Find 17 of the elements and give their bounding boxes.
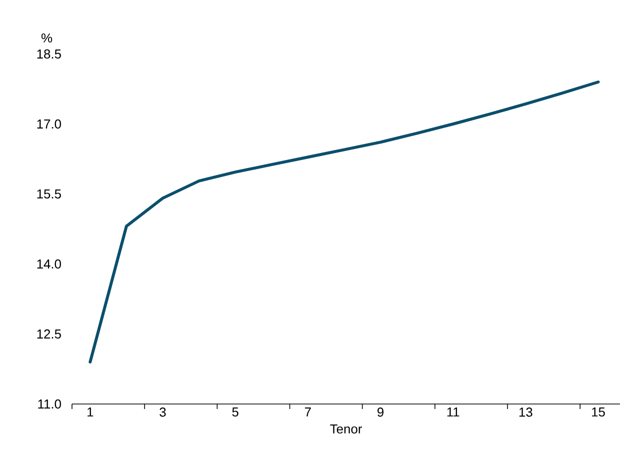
y-tick-label: 17.0	[37, 119, 62, 129]
line-series	[88, 80, 600, 364]
x-tick-label: 11	[447, 408, 460, 416]
y-tick-label: 14.0	[37, 259, 62, 269]
y-axis-title: %	[41, 33, 52, 43]
x-tick-label: 5	[232, 408, 238, 417]
y-tick-label: 11.0	[38, 399, 62, 409]
x-axis-title: Tenor	[330, 424, 362, 434]
y-tick-label: 18.5	[37, 49, 61, 59]
y-tick-label: 12.5	[37, 329, 61, 339]
x-tick-label: 7	[304, 408, 311, 416]
x-tick-label: 3	[160, 408, 166, 417]
x-tick-label: 13	[519, 408, 532, 417]
x-tick-label: 15	[592, 408, 605, 417]
x-tick-label: 1	[88, 408, 94, 416]
x-tick-label: 9	[377, 408, 384, 417]
y-tick-label: 15.5	[37, 189, 61, 199]
